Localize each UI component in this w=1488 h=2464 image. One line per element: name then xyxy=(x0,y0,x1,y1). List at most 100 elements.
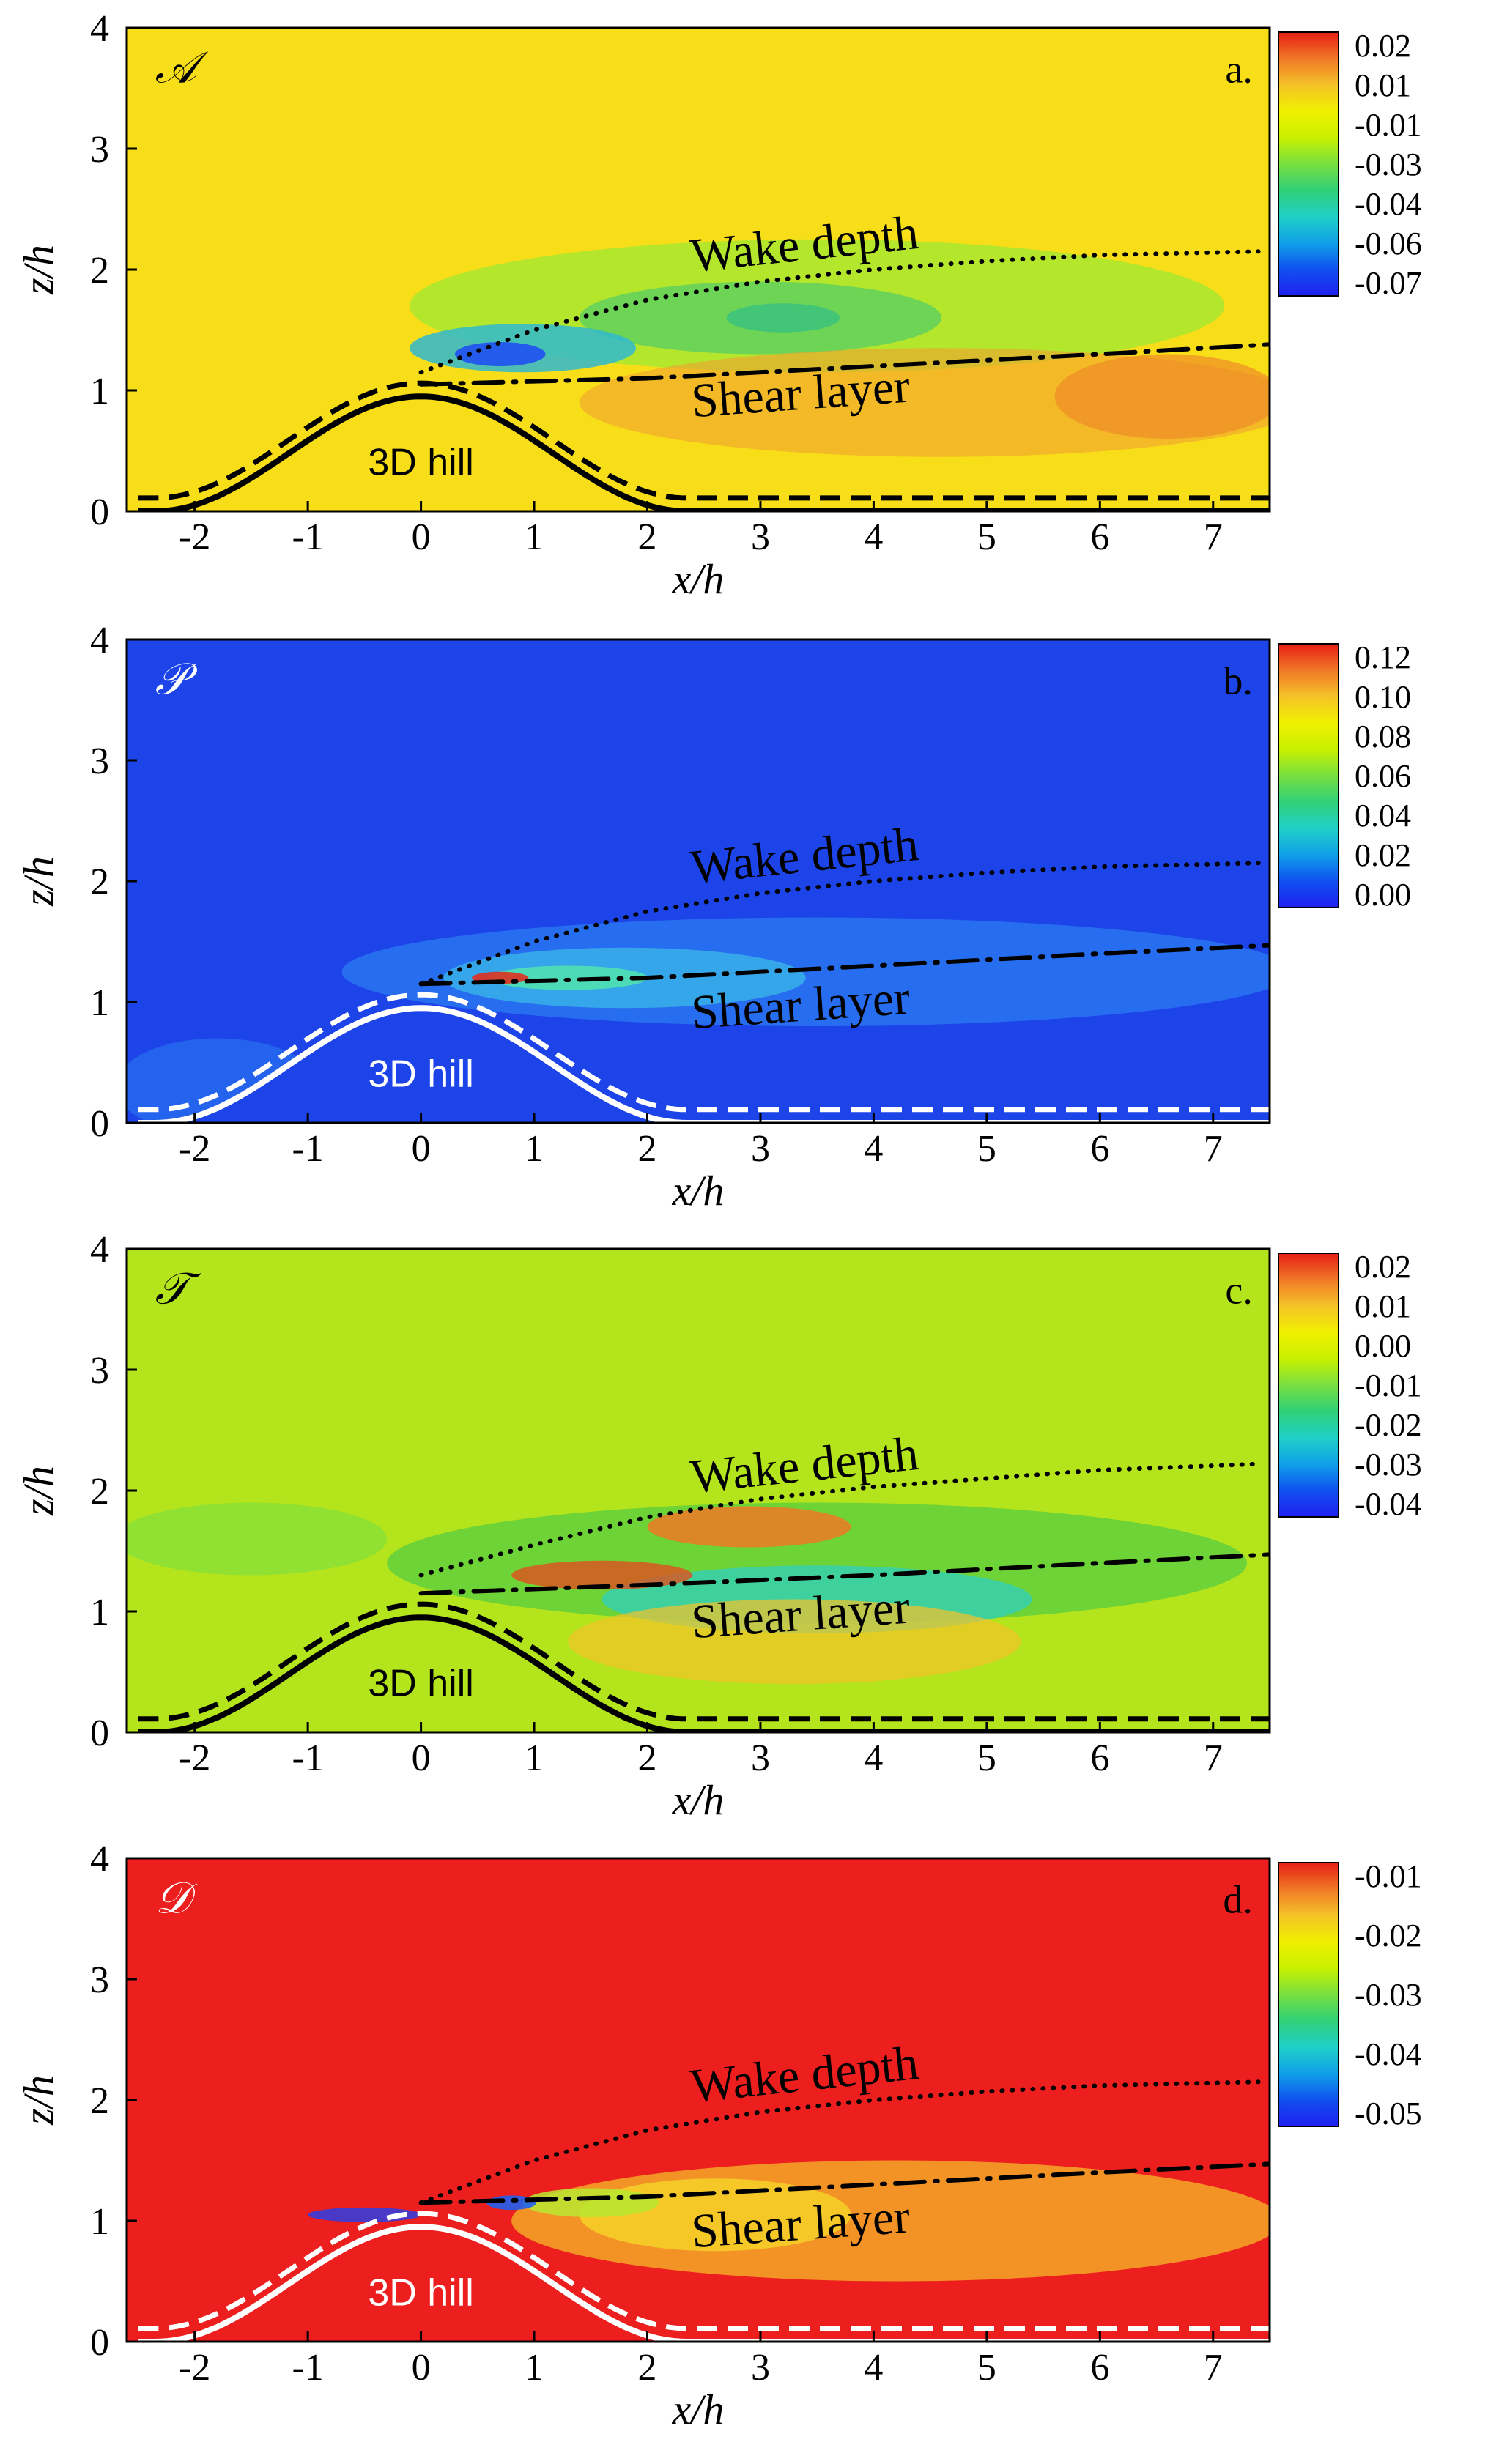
hill-offset-line xyxy=(138,380,1270,501)
y-tick-label: 3 xyxy=(90,1350,109,1392)
x-tick-label: 4 xyxy=(864,1128,883,1170)
colorbar-label: 0.02 xyxy=(1355,1249,1411,1285)
x-tick-label: -1 xyxy=(292,1128,323,1170)
x-tick-label: 4 xyxy=(864,2347,883,2389)
colorbar-label: 0.01 xyxy=(1355,1288,1411,1324)
x-tick-label: 6 xyxy=(1090,2347,1109,2389)
wake-depth-curve xyxy=(418,2079,1261,2205)
panel-tag: d. xyxy=(1223,1877,1253,1921)
x-tick-label: 1 xyxy=(525,516,544,558)
x-tick-label: -1 xyxy=(292,1737,323,1779)
hill-body xyxy=(127,2227,1270,2342)
y-tick-label: 3 xyxy=(90,1959,109,2001)
y-tick-label: 3 xyxy=(90,741,109,782)
y-tick-label: 3 xyxy=(90,129,109,171)
x-tick-label: 4 xyxy=(864,1737,883,1779)
wake-core-center xyxy=(726,303,840,333)
colorbar-label: 0.10 xyxy=(1355,679,1411,715)
x-tick-label: -2 xyxy=(179,2347,210,2389)
hill-body xyxy=(127,1617,1270,1732)
y-tick-label: 0 xyxy=(90,1712,109,1754)
hill-offset-line xyxy=(138,992,1270,1113)
colorbar-label: -0.01 xyxy=(1355,107,1422,143)
x-tick-label: 7 xyxy=(1204,516,1223,558)
x-axis-label: x/h xyxy=(672,2386,725,2433)
panel-tag: b. xyxy=(1223,658,1253,702)
x-tick-label: -1 xyxy=(292,516,323,558)
shear-layer-curve xyxy=(418,342,1270,387)
x-tick-label: 6 xyxy=(1090,516,1109,558)
wake-depth-curve xyxy=(418,249,1261,375)
x-tick-label: 2 xyxy=(637,1737,656,1779)
shear-layer-curve xyxy=(418,2161,1270,2205)
x-tick-label: 0 xyxy=(412,1128,431,1170)
y-tick-label: 0 xyxy=(90,2322,109,2364)
upstream-band xyxy=(127,1502,388,1576)
colorbar xyxy=(1278,643,1339,908)
colorbar-label: 0.12 xyxy=(1355,639,1411,675)
positive-peak-upstream xyxy=(511,1560,693,1590)
x-tick-label: 6 xyxy=(1090,1128,1109,1170)
x-tick-label: 1 xyxy=(525,1128,544,1170)
colorbar-label: 0.00 xyxy=(1355,877,1411,913)
y-tick-label: 1 xyxy=(90,2201,109,2243)
x-axis-label: x/h xyxy=(672,555,725,603)
x-tick-label: 0 xyxy=(412,1737,431,1779)
x-tick-label: 3 xyxy=(751,2347,770,2389)
colorbar-label: -0.01 xyxy=(1355,1858,1422,1894)
hill-label: 3D hill xyxy=(368,1053,474,1096)
x-tick-label: 3 xyxy=(751,516,770,558)
hill-label: 3D hill xyxy=(368,442,474,484)
hill-label: 3D hill xyxy=(368,1663,474,1705)
shear-layer-curve xyxy=(418,943,1270,987)
hill-surface-line xyxy=(138,393,1270,511)
shear-region-far xyxy=(1054,354,1270,439)
y-tick-label: 0 xyxy=(90,491,109,533)
x-axis-label: x/h xyxy=(672,1167,725,1214)
x-tick-label: 5 xyxy=(977,516,996,558)
x-tick-label: 2 xyxy=(637,2347,656,2389)
x-tick-label: -2 xyxy=(179,516,210,558)
colorbar-label: -0.03 xyxy=(1355,1977,1422,2013)
hill-offset-line xyxy=(138,2211,1270,2331)
hill-offset-line xyxy=(138,1601,1270,1722)
colorbar-label: 0.02 xyxy=(1355,837,1411,873)
hill-surface-line xyxy=(138,1614,1270,1732)
x-tick-label: 7 xyxy=(1204,2347,1223,2389)
x-tick-label: -1 xyxy=(292,2347,323,2389)
x-tick-label: 2 xyxy=(637,1128,656,1170)
x-tick-label: 3 xyxy=(751,1128,770,1170)
x-tick-label: 7 xyxy=(1204,1737,1223,1779)
lower-shear-region xyxy=(568,1599,1021,1684)
colorbar-label: 0.00 xyxy=(1355,1328,1411,1364)
wake-region xyxy=(387,1502,1248,1624)
colorbar-label: 0.02 xyxy=(1355,28,1411,64)
y-axis-label: z/h xyxy=(15,856,62,907)
y-tick-label: 2 xyxy=(90,250,109,292)
colorbar xyxy=(1278,31,1339,297)
hill-label: 3D hill xyxy=(368,2272,474,2315)
colorbar-label: -0.02 xyxy=(1355,1918,1422,1953)
x-tick-label: 0 xyxy=(412,516,431,558)
y-tick-label: 0 xyxy=(90,1103,109,1145)
y-axis-label: z/h xyxy=(15,1466,62,1516)
colorbar-label: -0.02 xyxy=(1355,1407,1422,1443)
wake-core-center xyxy=(522,2188,659,2218)
hill-surface-line xyxy=(138,1005,1270,1123)
positive-peak xyxy=(647,1506,851,1548)
y-tick-label: 2 xyxy=(90,2080,109,2122)
y-tick-label: 1 xyxy=(90,982,109,1024)
colorbar-label: -0.03 xyxy=(1355,146,1422,182)
y-axis-label: z/h xyxy=(15,245,62,295)
x-tick-label: 7 xyxy=(1204,1128,1223,1170)
colorbar-label: -0.07 xyxy=(1355,265,1422,301)
colorbar-label: 0.06 xyxy=(1355,758,1411,794)
x-axis-label: x/h xyxy=(672,1776,725,1824)
x-tick-label: 0 xyxy=(412,2347,431,2389)
